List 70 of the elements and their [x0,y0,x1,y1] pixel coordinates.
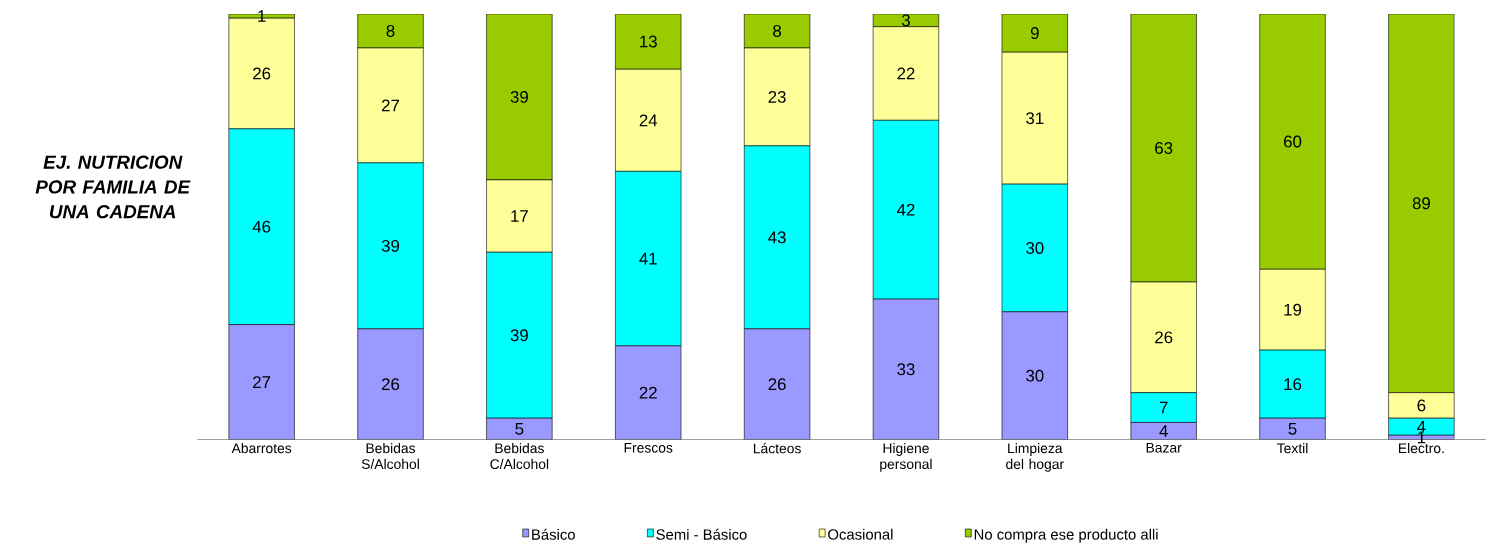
bar [357,13,424,49]
data-label: 26 [253,67,271,80]
bar [357,328,424,440]
bar [228,324,295,440]
data-label: 17 [511,210,528,222]
data-label: 26 [381,378,400,391]
data-label: 24 [639,114,658,127]
bar [873,298,939,440]
data-label: 63 [1155,141,1173,154]
x-tick-label: Limpieza del hogar [1006,442,1064,472]
data-label: 27 [381,99,400,112]
data-label: 43 [768,231,786,244]
x-tick-label: Higiene personal [880,442,932,472]
text: EJ. NUTRICION POR FAMILIA DE UNA CADENA [35,155,191,219]
x-tick-label: Bebidas C/Alcohol [490,442,549,469]
data-label: 41 [639,252,657,265]
data-label: 9 [1030,27,1039,39]
data-label: 4 [1159,425,1168,437]
x-tick-label: Lácteos [753,442,801,454]
bar [1001,13,1068,53]
data-label: 19 [1284,303,1302,316]
data-label: 3 [901,14,910,27]
data-label: 26 [768,378,786,391]
data-label: 39 [510,90,528,103]
data-label: 89 [1412,197,1430,210]
bar [1130,13,1197,283]
bar [743,13,811,49]
data-label: 46 [252,220,271,233]
data-label: 42 [896,203,915,216]
data-label: 8 [773,24,782,37]
bar [615,345,682,440]
legend-label: Básico [532,528,575,540]
legend-label: No compra ese producto alli [974,528,1158,543]
bar [615,13,682,70]
data-label: 22 [897,67,915,80]
x-tick-label: Frescos [624,442,673,453]
x-tick-label: Bebidas S/Alcohol [361,442,419,469]
data-label: 6 [1417,399,1426,412]
bar [486,13,553,181]
data-label: 8 [386,24,395,37]
bar [1259,13,1326,270]
x-tick-label: Bazar [1146,442,1182,453]
data-label: 13 [640,35,657,48]
data-label: 5 [1288,422,1297,435]
bar [1130,422,1197,440]
x-tick-label: Abarrotes [231,442,292,454]
bar [1259,418,1326,440]
legend-label: Semi - Básico [656,528,747,540]
data-label: 60 [1284,135,1302,148]
data-label: 31 [1026,112,1044,125]
legend-label: Ocasional [828,528,893,540]
x-tick-label: Textil [1277,442,1308,454]
bar [486,418,553,440]
data-label: 39 [381,239,400,252]
data-label: 23 [768,90,786,103]
bar [1001,311,1068,440]
data-label: 16 [1284,378,1302,391]
data-label: 4 [1417,420,1426,433]
data-label: 30 [1026,369,1044,382]
data-label: 39 [510,329,528,342]
data-label: 26 [1155,331,1173,344]
x-tick-label: Electro. [1399,442,1444,454]
data-label: 30 [1026,241,1044,254]
bar [1388,13,1455,393]
data-label: 27 [253,376,271,388]
data-label: 22 [639,386,657,399]
data-label: 7 [1159,401,1168,414]
data-label: 33 [897,363,915,376]
data-label: 5 [515,422,524,435]
bar [744,328,810,440]
